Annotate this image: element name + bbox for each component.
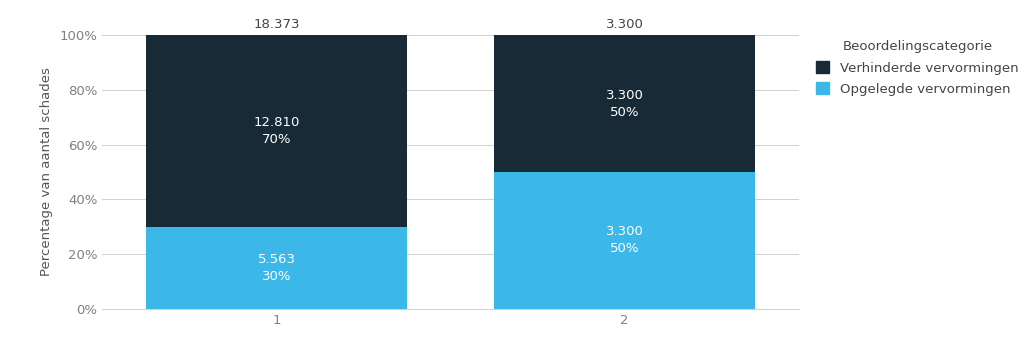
Text: 3.300: 3.300 — [606, 18, 643, 31]
Bar — [146, 227, 408, 309]
Text: 18.373: 18.373 — [253, 18, 300, 31]
Bar — [495, 35, 756, 172]
Text: 12.810
70%: 12.810 70% — [253, 116, 300, 146]
Text: 3.300
50%: 3.300 50% — [606, 225, 643, 256]
Y-axis label: Percentage van aantal schades: Percentage van aantal schades — [40, 67, 52, 277]
Text: 5.563
30%: 5.563 30% — [257, 253, 296, 283]
Legend: Verhinderde vervormingen, Opgelegde vervormingen: Verhinderde vervormingen, Opgelegde verv… — [812, 36, 1023, 100]
Bar — [495, 172, 756, 309]
Text: 3.300
50%: 3.300 50% — [606, 88, 643, 119]
Bar — [146, 35, 408, 227]
